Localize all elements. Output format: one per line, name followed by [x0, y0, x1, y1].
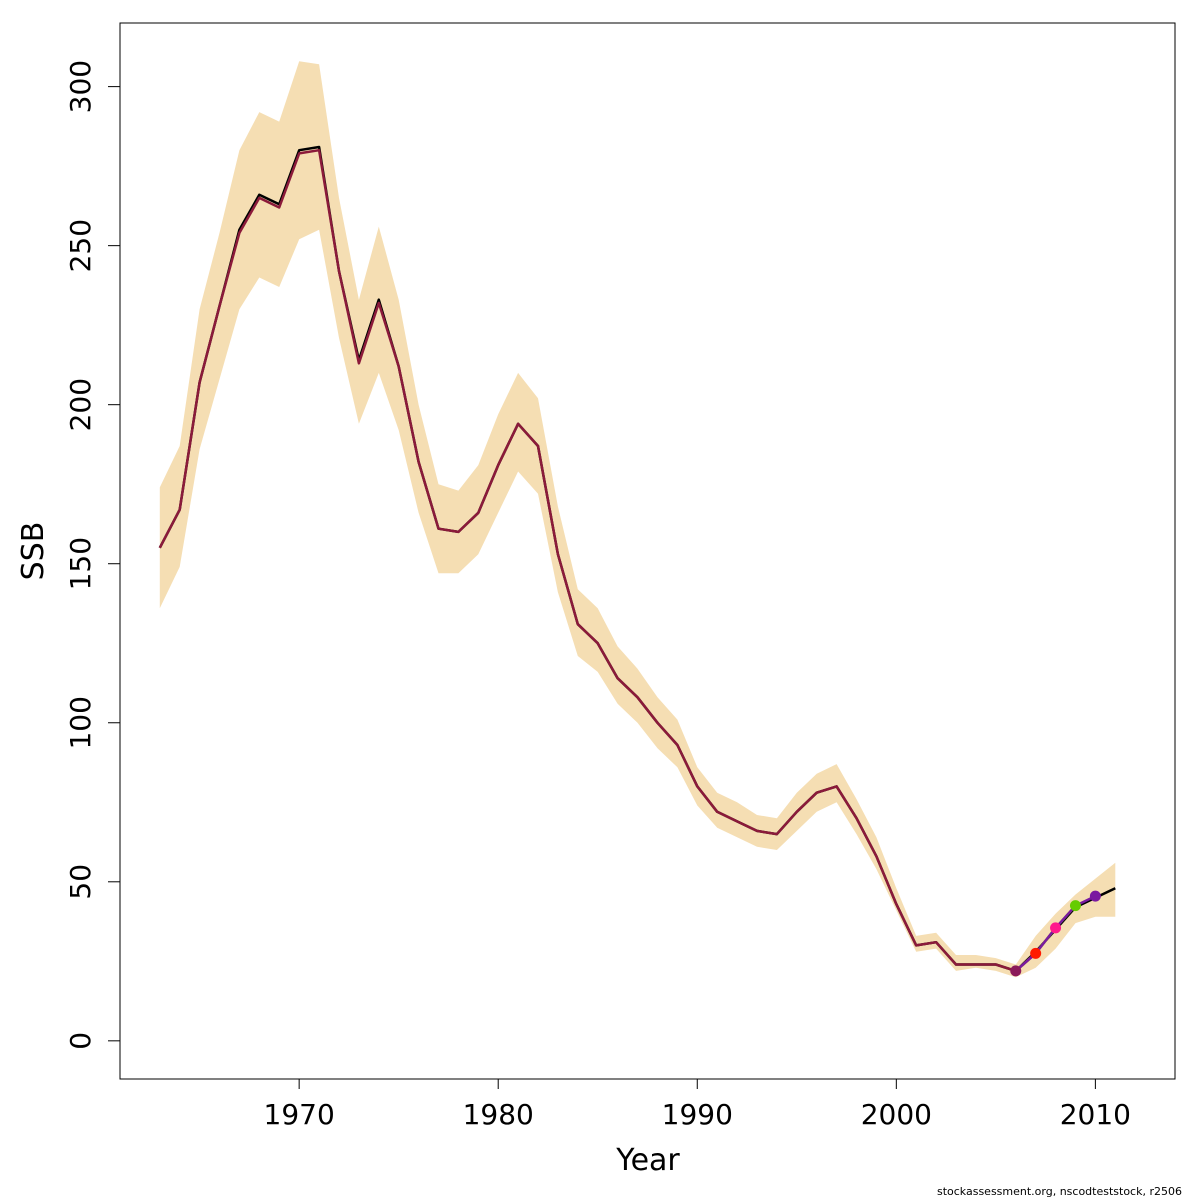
series-line-2	[158, 148, 1017, 973]
footer-credit: stockassessment.org, nscodteststock, r25…	[937, 1185, 1182, 1198]
end-point-2006	[1010, 965, 1022, 977]
y-tick-label: 150	[64, 537, 97, 590]
x-tick-label: 1990	[662, 1098, 733, 1131]
end-point-2008	[1050, 922, 1062, 934]
x-tick-label: 2010	[1060, 1098, 1131, 1131]
end-points-layer	[1010, 890, 1101, 977]
series-line-1	[158, 145, 1116, 973]
y-tick-label: 0	[64, 1032, 97, 1050]
x-axis: 1970 1980 1990 2000 2010	[264, 1078, 1131, 1131]
x-axis-title: Year	[615, 1143, 680, 1178]
confidence-band	[159, 61, 1116, 978]
y-tick-label: 50	[64, 864, 97, 900]
end-point-2007	[1030, 947, 1042, 959]
confidence-band-layer	[159, 61, 1116, 978]
end-point-2009	[1069, 900, 1081, 912]
series-lines-layer	[158, 145, 1116, 973]
x-tick-label: 1980	[463, 1098, 534, 1131]
end-point-2010	[1089, 890, 1101, 902]
y-tick-label: 300	[64, 60, 97, 113]
y-tick-label: 200	[64, 378, 97, 431]
x-tick-label: 1970	[264, 1098, 335, 1131]
x-tick-label: 2000	[861, 1098, 932, 1131]
y-axis: 0 50 100 150 200 250 300	[64, 60, 121, 1050]
y-axis-title: SSB	[16, 522, 51, 581]
y-tick-label: 100	[64, 696, 97, 749]
y-tick-label: 250	[64, 219, 97, 272]
